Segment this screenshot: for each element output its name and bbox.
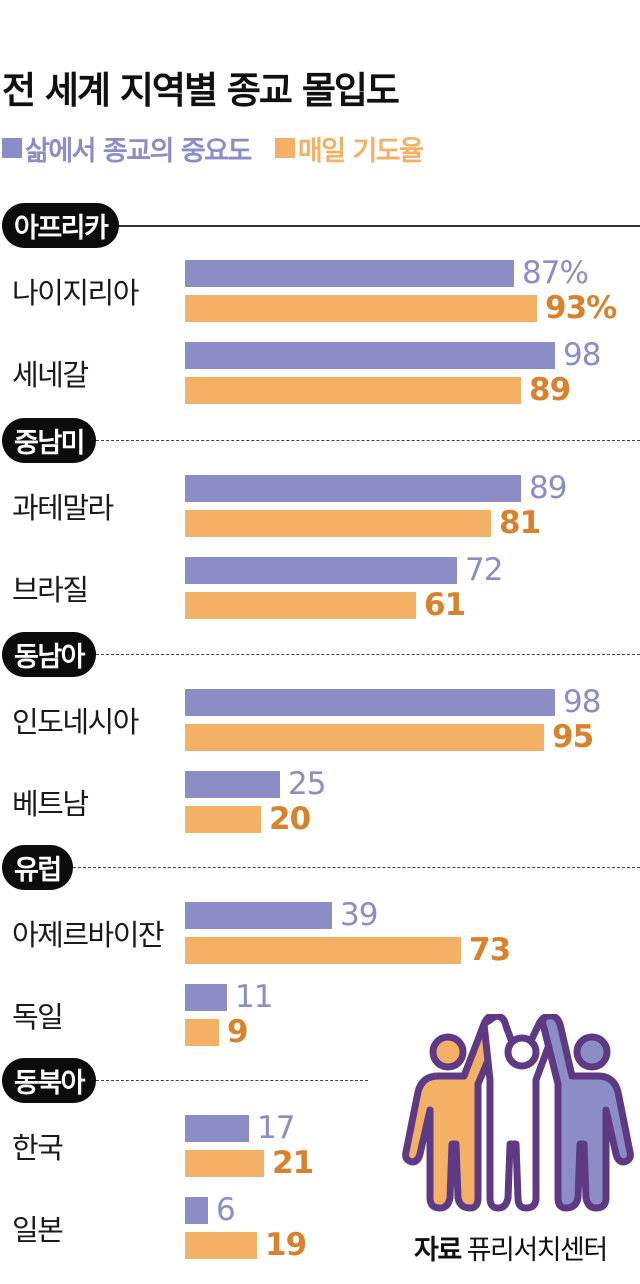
importance-bar bbox=[185, 475, 521, 502]
prayer-bar bbox=[185, 937, 461, 964]
importance-bar bbox=[185, 984, 227, 1011]
region-badge: 유럽 bbox=[2, 845, 73, 890]
dashed-divider bbox=[96, 654, 640, 655]
country-label: 인도네시아 bbox=[12, 705, 139, 739]
prayer-value-label: 89 bbox=[529, 372, 571, 408]
region-badge: 동남아 bbox=[2, 632, 97, 677]
importance-bar bbox=[185, 260, 514, 287]
three-people-raising-hands-icon bbox=[402, 1014, 634, 1212]
country-label: 베트남 bbox=[12, 787, 89, 821]
prayer-value-label: 81 bbox=[499, 505, 541, 541]
legend: 삶에서 종교의 중요도 매일 기도율 bbox=[2, 128, 424, 168]
prayer-value-label: 21 bbox=[272, 1145, 314, 1181]
region-badge: 아프리카 bbox=[2, 203, 120, 248]
legend-swatch-prayer bbox=[274, 138, 295, 158]
country-label: 나이지리아 bbox=[12, 276, 139, 310]
dashed-divider bbox=[72, 867, 640, 868]
country-label: 일본 bbox=[12, 1213, 64, 1247]
prayer-value-label: 9 bbox=[227, 1014, 249, 1050]
prayer-bar bbox=[185, 592, 416, 619]
region-badge: 중남미 bbox=[2, 418, 97, 463]
legend-swatch-importance bbox=[2, 138, 22, 158]
prayer-value-label: 61 bbox=[424, 587, 466, 623]
prayer-bar bbox=[185, 724, 544, 751]
region-badge: 동북아 bbox=[2, 1058, 97, 1103]
chart-title: 전 세계 지역별 종교 몰입도 bbox=[2, 69, 400, 112]
importance-value-label: 98 bbox=[563, 337, 601, 373]
importance-bar bbox=[185, 557, 457, 584]
country-label: 한국 bbox=[12, 1131, 64, 1165]
importance-value-label: 72 bbox=[465, 552, 503, 588]
country-label: 독일 bbox=[12, 1000, 64, 1034]
legend-item-importance: 삶에서 종교의 중요도 bbox=[2, 129, 252, 168]
prayer-value-label: 93% bbox=[545, 290, 617, 326]
importance-value-label: 17 bbox=[257, 1110, 295, 1146]
prayer-bar bbox=[185, 1150, 264, 1177]
prayer-value-label: 95 bbox=[552, 719, 594, 755]
region-header: 동북아 bbox=[2, 1058, 640, 1103]
legend-label-prayer: 매일 기도율 bbox=[297, 135, 424, 167]
importance-bar bbox=[185, 689, 555, 716]
importance-value-label: 39 bbox=[340, 897, 378, 933]
region-header: 아프리카 bbox=[2, 203, 640, 248]
importance-value-label: 6 bbox=[216, 1192, 236, 1228]
dashed-divider bbox=[96, 440, 640, 441]
legend-item-prayer: 매일 기도율 bbox=[274, 129, 424, 168]
country-label: 과테말라 bbox=[12, 491, 114, 525]
importance-value-label: 89 bbox=[529, 470, 567, 506]
prayer-value-label: 73 bbox=[469, 932, 511, 968]
region-header: 동남아 bbox=[2, 632, 640, 677]
source-credit: 자료 퓨리서치센터 bbox=[414, 1228, 609, 1267]
prayer-bar bbox=[185, 377, 521, 404]
prayer-bar bbox=[185, 1019, 219, 1046]
source-label: 자료 bbox=[414, 1235, 462, 1266]
importance-bar bbox=[185, 902, 332, 929]
solid-divider bbox=[119, 224, 640, 227]
country-label: 아제르바이잔 bbox=[12, 918, 165, 952]
prayer-bar bbox=[185, 1232, 257, 1259]
dashed-divider bbox=[96, 1080, 369, 1081]
importance-bar bbox=[185, 1197, 208, 1224]
legend-label-importance: 삶에서 종교의 중요도 bbox=[25, 135, 252, 167]
importance-value-label: 98 bbox=[563, 684, 601, 720]
importance-value-label: 11 bbox=[235, 979, 273, 1015]
prayer-bar bbox=[185, 295, 537, 322]
country-label: 세네갈 bbox=[12, 358, 89, 392]
prayer-value-label: 19 bbox=[265, 1227, 307, 1263]
prayer-value-label: 20 bbox=[269, 801, 311, 837]
importance-bar bbox=[185, 1115, 249, 1142]
country-label: 브라질 bbox=[12, 573, 89, 607]
source-value: 퓨리서치센터 bbox=[466, 1235, 609, 1266]
region-header: 중남미 bbox=[2, 418, 640, 463]
importance-value-label: 25 bbox=[288, 766, 326, 802]
importance-value-label: 87% bbox=[522, 255, 589, 291]
prayer-bar bbox=[185, 806, 261, 833]
prayer-bar bbox=[185, 510, 491, 537]
importance-bar bbox=[185, 342, 555, 369]
region-header: 유럽 bbox=[2, 845, 640, 890]
importance-bar bbox=[185, 771, 280, 798]
